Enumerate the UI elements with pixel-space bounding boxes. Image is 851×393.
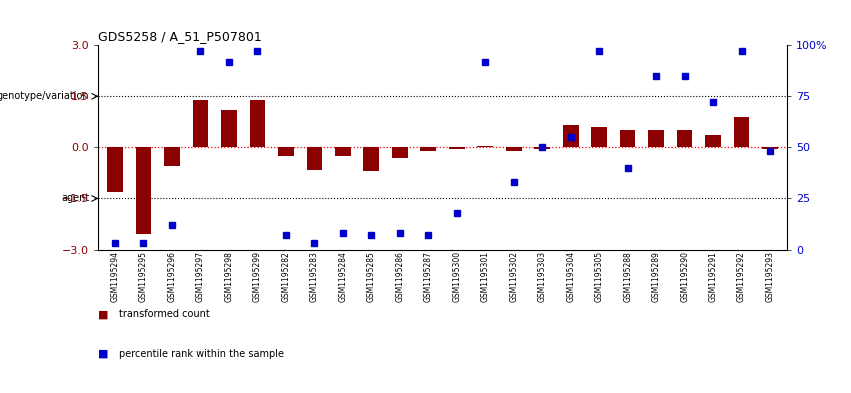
Bar (443, 50, 787, 142)
Text: drug mixture: drug mixture (492, 193, 565, 204)
Bar (221, 110, 237, 147)
Bar (563, 125, 579, 147)
Bar (98, 50, 443, 142)
Bar (249, 100, 266, 147)
Bar (614, 152, 787, 244)
Bar (734, 117, 750, 147)
Text: untreated: untreated (328, 193, 384, 204)
Bar (278, 147, 294, 156)
Bar (477, 146, 493, 147)
Text: GDS5258 / A_51_P507801: GDS5258 / A_51_P507801 (98, 29, 261, 42)
Bar (392, 147, 408, 158)
Text: ob/ob obese: ob/ob obese (581, 91, 648, 101)
Bar (335, 147, 351, 156)
Text: agent: agent (61, 193, 89, 204)
Bar (443, 152, 614, 244)
Bar (135, 147, 151, 234)
Text: drug mixture: drug mixture (147, 193, 220, 204)
Text: ■: ■ (98, 349, 108, 359)
Bar (534, 147, 550, 149)
Bar (705, 136, 721, 147)
Bar (677, 130, 693, 147)
Bar (306, 147, 323, 169)
Bar (762, 147, 778, 149)
Text: untreated: untreated (673, 193, 728, 204)
Bar (620, 130, 636, 147)
Bar (505, 147, 522, 151)
Bar (192, 100, 208, 147)
Bar (648, 130, 664, 147)
Bar (363, 147, 380, 171)
Bar (107, 147, 123, 192)
Bar (591, 127, 607, 147)
Bar (271, 152, 443, 244)
Text: transformed count: transformed count (119, 309, 210, 320)
Text: genotype/variation: genotype/variation (0, 91, 89, 101)
Bar (420, 147, 436, 151)
Text: ■: ■ (98, 309, 108, 320)
Bar (449, 147, 465, 149)
Text: percentile rank within the sample: percentile rank within the sample (119, 349, 284, 359)
Bar (164, 147, 180, 166)
Text: wild type lean: wild type lean (231, 91, 310, 101)
Bar (98, 152, 271, 244)
